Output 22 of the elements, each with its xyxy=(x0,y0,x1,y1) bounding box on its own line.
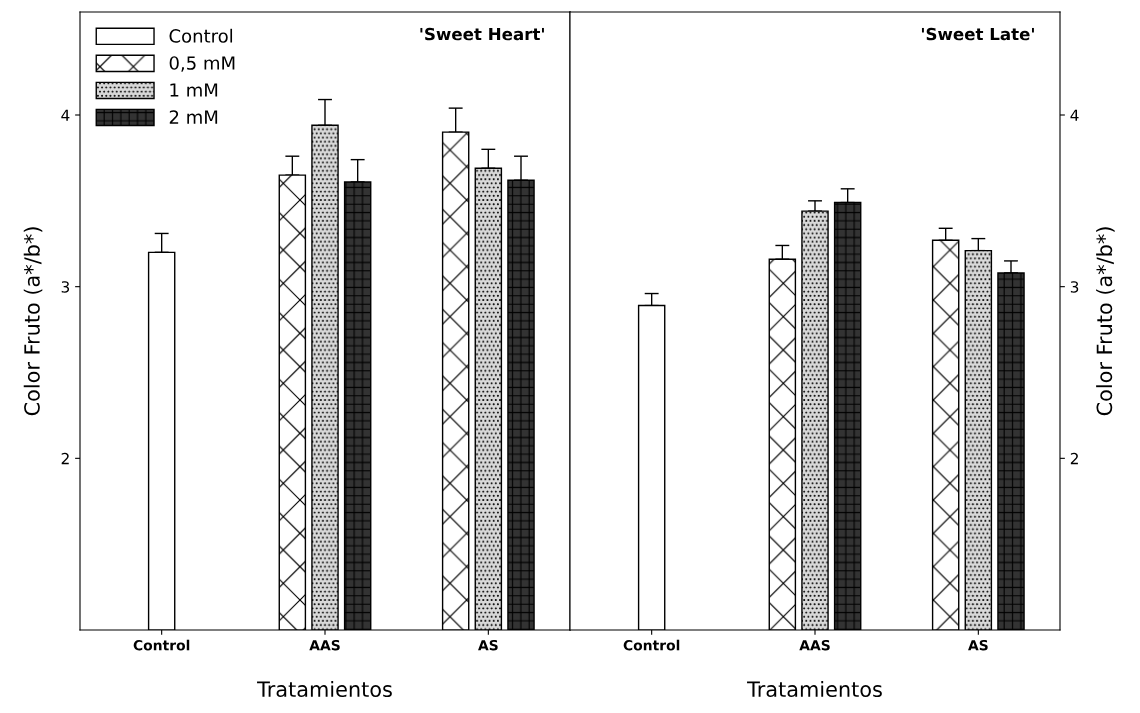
x-tick-label: AAS xyxy=(309,639,340,651)
y-axis-title: Color Fruto (a*/b*) xyxy=(23,227,43,416)
y-tick-label: 4 xyxy=(61,109,70,121)
x-axis-title: Tratamientos xyxy=(257,680,392,698)
x-tick-label: Control xyxy=(623,639,680,651)
y-axis-title: Color Fruto (a*/b*) xyxy=(1096,227,1115,416)
text: 'Sweet Heart' xyxy=(420,27,544,41)
text: 'Sweet Late' xyxy=(921,27,1034,41)
x-tick-label: AS xyxy=(968,639,988,651)
x-tick-label: AAS xyxy=(799,639,830,651)
legend-label: Control xyxy=(169,28,233,43)
y-tick-label: 3 xyxy=(1070,281,1079,293)
legend-label: 0,5 mM xyxy=(169,56,235,72)
x-axis-title: Tratamientos xyxy=(747,680,882,698)
y-tick-label: 3 xyxy=(61,281,70,293)
y-tick-label: 2 xyxy=(1070,452,1078,465)
x-tick-label: Control xyxy=(133,639,190,651)
y-tick-label: 4 xyxy=(1070,109,1079,121)
legend-label: 2 mM xyxy=(169,110,218,124)
x-tick-label: AS xyxy=(478,639,498,651)
legend-label: 1 mM xyxy=(170,83,218,97)
y-tick-label: 2 xyxy=(61,452,69,465)
